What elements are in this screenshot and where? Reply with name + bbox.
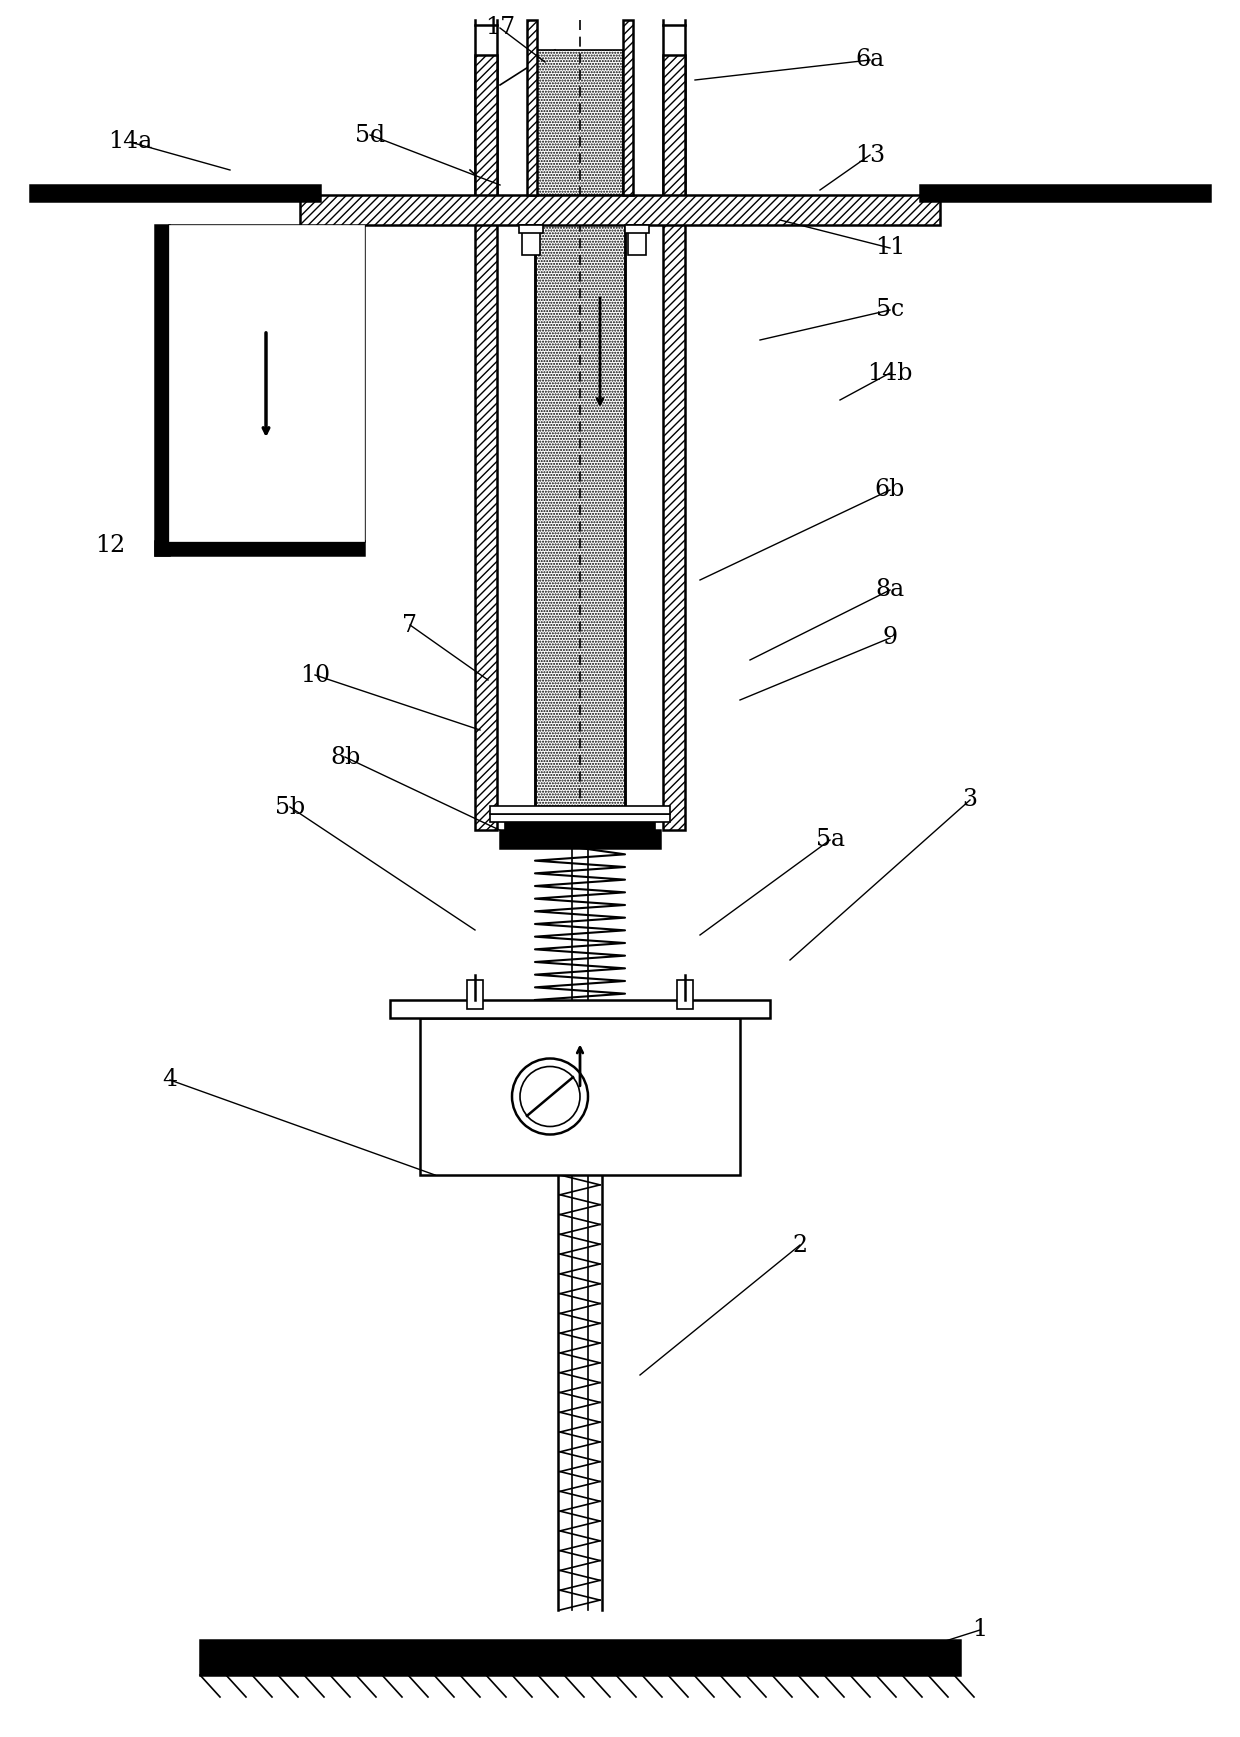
Text: 10: 10	[300, 664, 330, 686]
Bar	[490, 806, 670, 815]
Text: 14b: 14b	[867, 361, 913, 384]
Bar	[490, 815, 670, 822]
Bar	[30, 186, 320, 201]
Text: 8b: 8b	[330, 745, 360, 768]
Bar	[300, 195, 940, 226]
Text: 9: 9	[883, 627, 898, 650]
Text: 17: 17	[485, 16, 515, 40]
Bar	[622, 21, 632, 195]
Text: 5d: 5d	[355, 123, 386, 146]
Circle shape	[520, 1067, 580, 1127]
Bar	[527, 21, 537, 195]
Bar	[467, 980, 484, 1009]
Bar	[625, 226, 649, 233]
Text: 5b: 5b	[275, 796, 305, 818]
Bar	[534, 56, 625, 830]
Bar	[155, 540, 365, 556]
Bar	[920, 186, 1210, 201]
Text: 4: 4	[162, 1068, 177, 1091]
Bar	[391, 1001, 770, 1018]
Bar	[155, 226, 169, 556]
Bar	[677, 980, 693, 1009]
Text: 2: 2	[792, 1233, 807, 1256]
Bar	[200, 1640, 960, 1674]
Bar	[500, 830, 660, 848]
Bar	[520, 226, 543, 233]
Text: 5a: 5a	[816, 829, 844, 851]
Bar	[627, 226, 646, 255]
Text: 12: 12	[95, 533, 125, 556]
Text: 3: 3	[962, 789, 977, 811]
Text: 13: 13	[854, 144, 885, 167]
Circle shape	[512, 1058, 588, 1134]
Text: 14a: 14a	[108, 130, 153, 153]
Text: 7: 7	[403, 613, 418, 636]
Text: 6a: 6a	[856, 49, 884, 71]
Text: 8a: 8a	[875, 578, 904, 601]
Bar	[475, 56, 497, 830]
Bar	[522, 226, 539, 255]
Bar	[537, 50, 622, 195]
Text: 6b: 6b	[875, 478, 905, 502]
Bar	[505, 822, 655, 832]
Bar	[169, 226, 365, 540]
Text: 1: 1	[972, 1619, 987, 1641]
Text: 11: 11	[875, 236, 905, 259]
Bar	[663, 56, 684, 830]
Bar	[420, 1018, 740, 1174]
Text: 5c: 5c	[875, 299, 904, 321]
